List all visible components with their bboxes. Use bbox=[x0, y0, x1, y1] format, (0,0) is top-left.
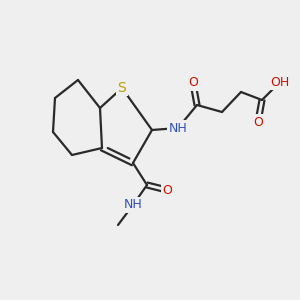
Text: O: O bbox=[253, 116, 263, 128]
Text: O: O bbox=[188, 76, 198, 89]
Text: NH: NH bbox=[124, 199, 142, 212]
Text: O: O bbox=[162, 184, 172, 196]
Text: OH: OH bbox=[270, 76, 290, 88]
Text: S: S bbox=[118, 81, 126, 95]
Text: NH: NH bbox=[169, 122, 188, 134]
